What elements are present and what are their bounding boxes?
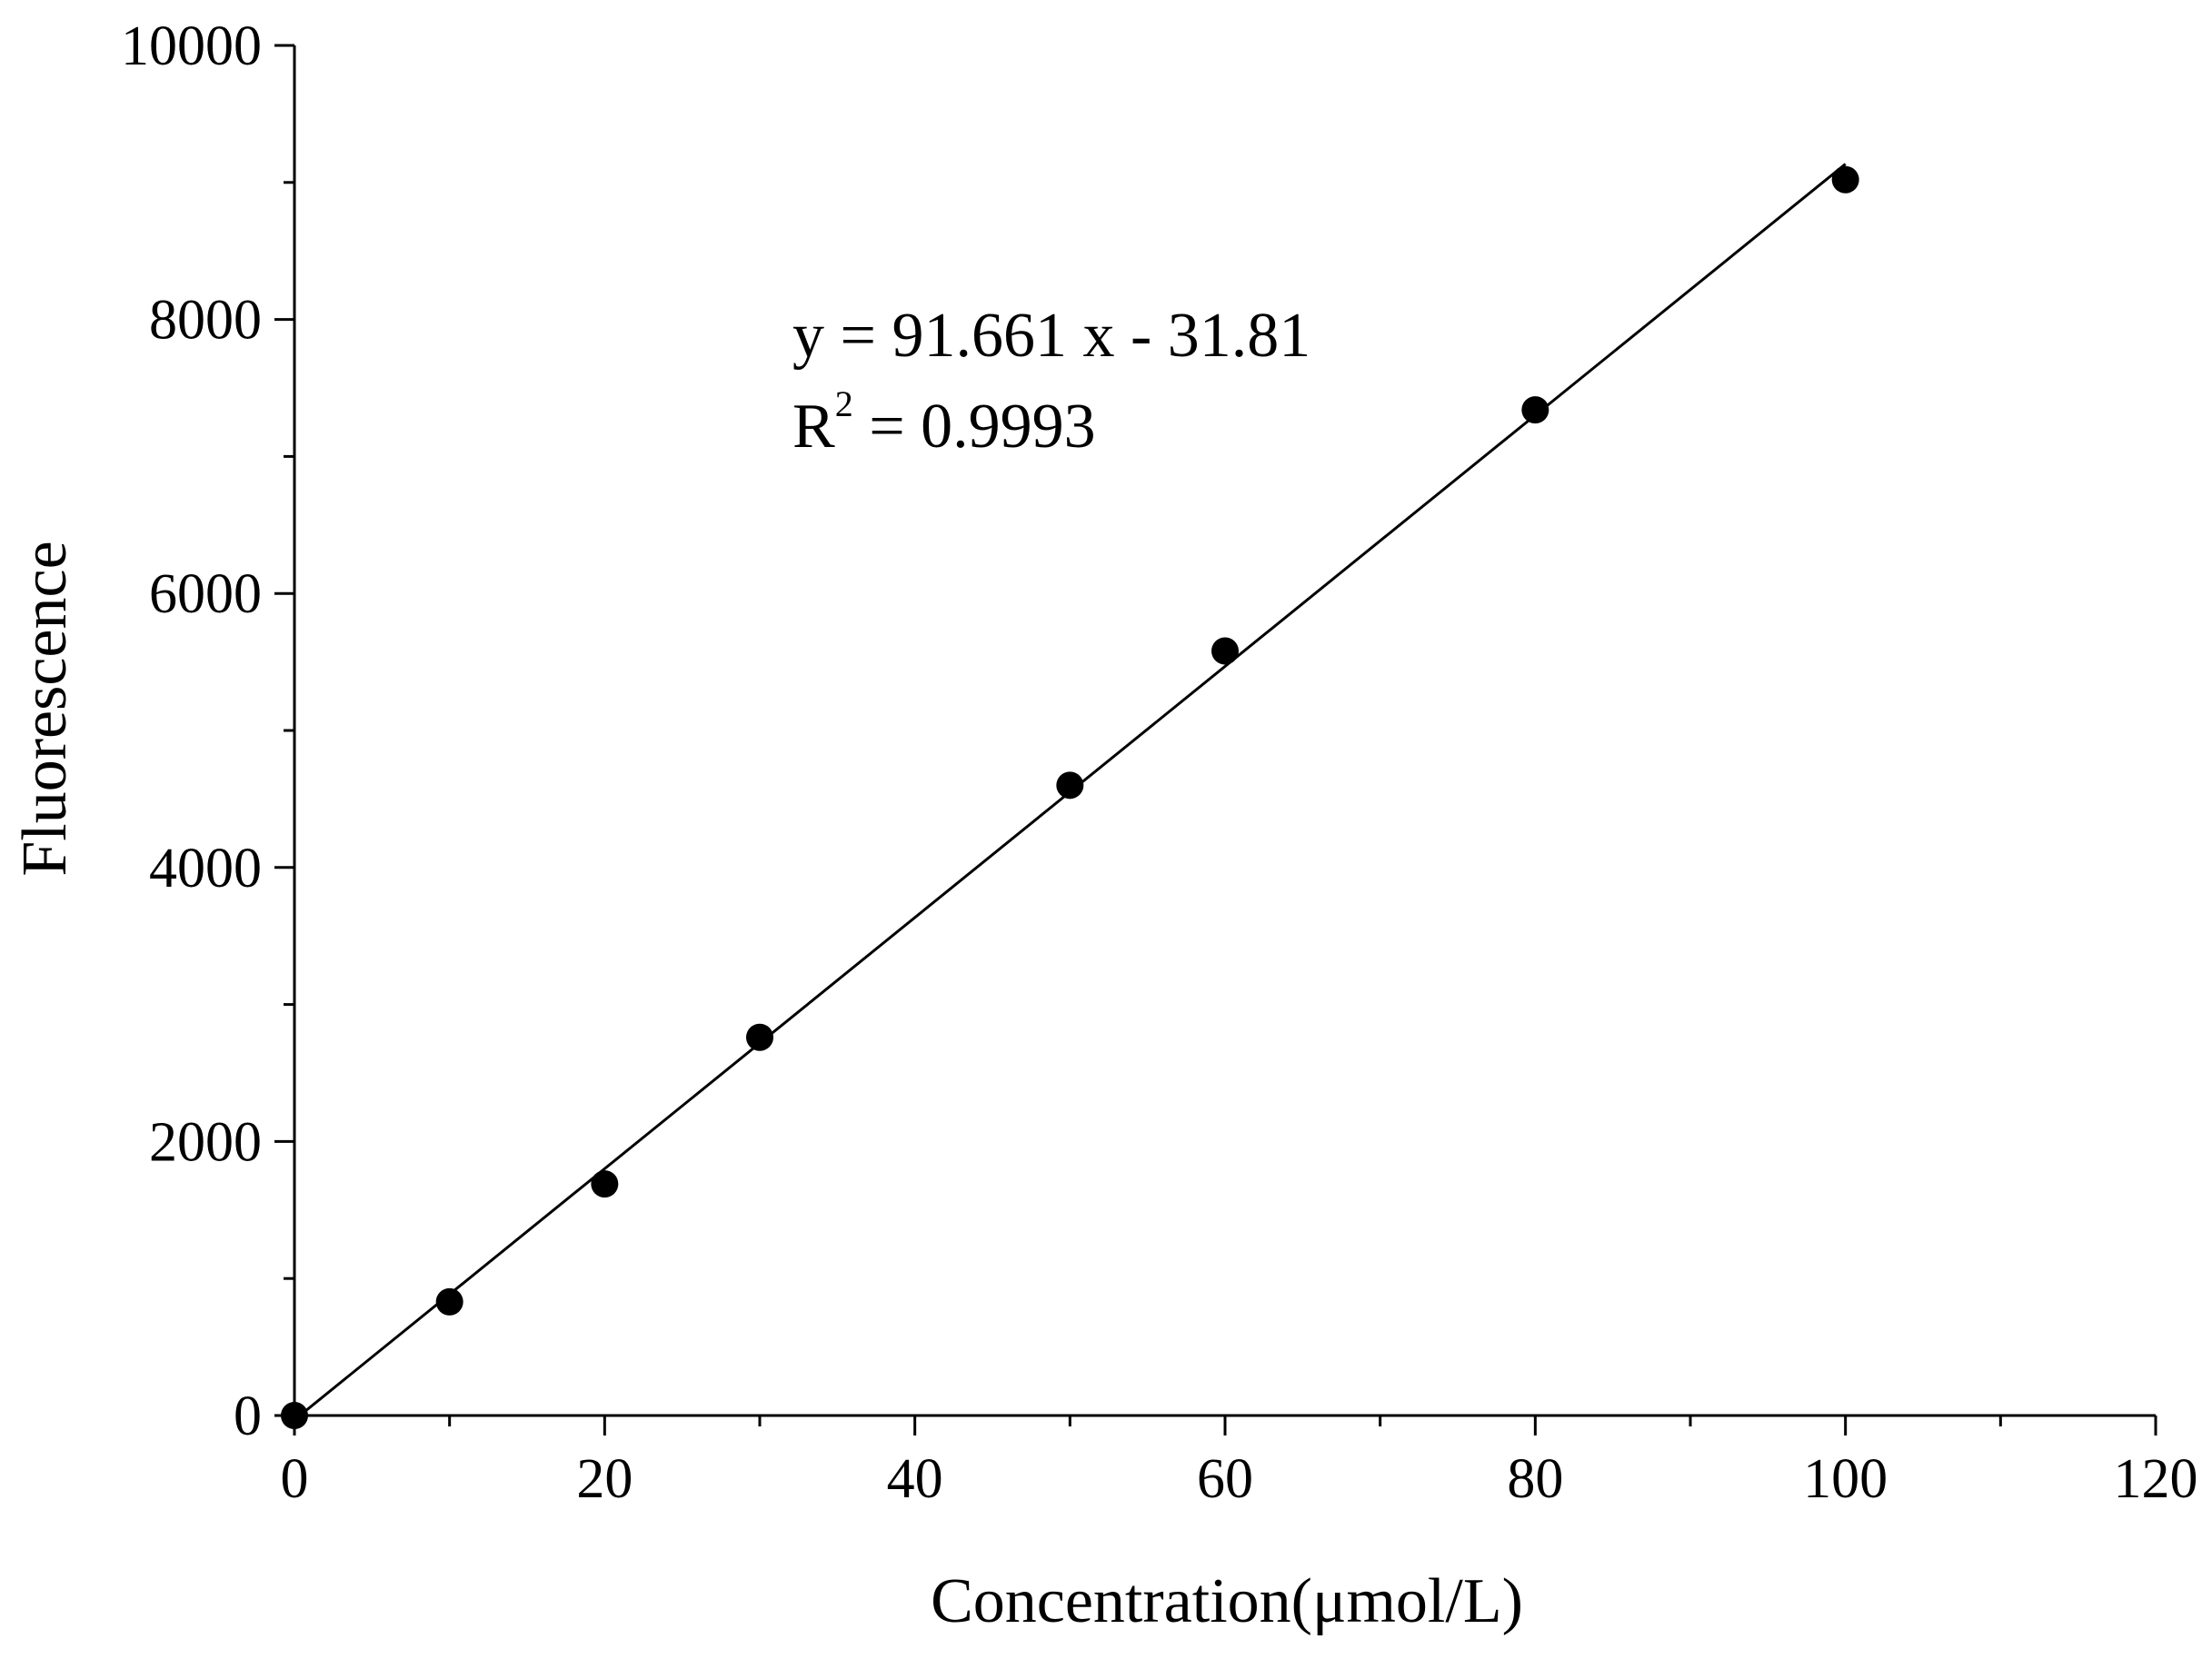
tick-labels: 0 20 40 60 80 100 120 0 2000 4000 6000 8000 10000	[121, 15, 2198, 1510]
y-tick-label: 8000	[149, 290, 262, 352]
x-tick-label: 20	[576, 1448, 633, 1510]
data-point	[1831, 165, 1859, 194]
data-point	[435, 1287, 463, 1316]
data-point	[1211, 637, 1239, 665]
r-squared-value: = 0.9993	[853, 392, 1096, 462]
x-tick-label: 80	[1507, 1448, 1563, 1510]
data-point	[1521, 396, 1549, 424]
r-squared-superscript: 2	[835, 383, 853, 424]
x-tick-label: 120	[2114, 1448, 2198, 1510]
equation-annotation: y = 91.661 x - 31.81	[792, 301, 1310, 371]
data-point	[591, 1170, 619, 1198]
axes	[293, 45, 2156, 1417]
data-point	[281, 1402, 308, 1429]
y-tick-label: 6000	[149, 563, 262, 625]
y-tick-label: 4000	[149, 838, 262, 899]
data-point	[1056, 771, 1084, 800]
r-squared-prefix: R	[792, 392, 835, 462]
y-tick-label: 10000	[121, 15, 262, 77]
x-tick-label: 0	[281, 1448, 309, 1510]
data-points	[281, 165, 1859, 1429]
x-axis-title: Concentration(μmol/L)	[931, 1566, 1523, 1636]
ticks	[274, 44, 2157, 1435]
data-point	[746, 1023, 773, 1051]
x-tick-label: 100	[1803, 1448, 1888, 1510]
y-tick-label: 2000	[149, 1111, 262, 1173]
y-tick-label: 0	[234, 1386, 262, 1447]
x-tick-label: 60	[1197, 1448, 1253, 1510]
r-squared-annotation: R2 = 0.9993	[792, 383, 1096, 462]
y-axis-title: Fluorescence	[10, 541, 80, 876]
x-tick-label: 40	[887, 1448, 943, 1510]
